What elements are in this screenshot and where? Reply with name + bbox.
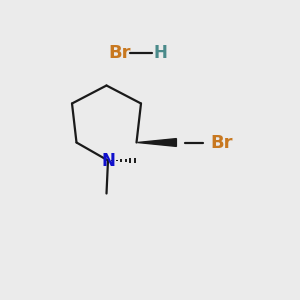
Text: Br: Br: [210, 134, 233, 152]
Text: N: N: [101, 152, 115, 169]
Polygon shape: [137, 139, 176, 146]
Text: Br: Br: [109, 44, 131, 62]
Text: H: H: [154, 44, 167, 62]
